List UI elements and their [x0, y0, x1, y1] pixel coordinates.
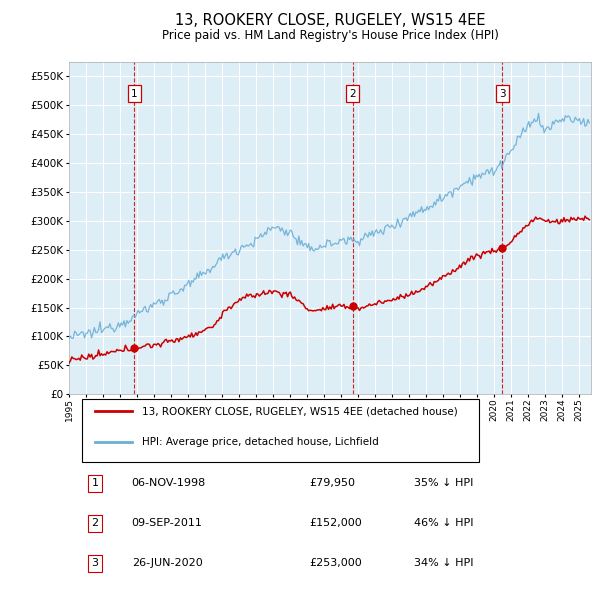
Text: £253,000: £253,000: [309, 558, 362, 568]
Text: 09-SEP-2011: 09-SEP-2011: [131, 519, 203, 528]
Text: 06-NOV-1998: 06-NOV-1998: [131, 478, 206, 489]
Text: 34% ↓ HPI: 34% ↓ HPI: [413, 558, 473, 568]
Text: 26-JUN-2020: 26-JUN-2020: [131, 558, 202, 568]
Text: £79,950: £79,950: [309, 478, 355, 489]
Text: 1: 1: [92, 478, 98, 489]
Text: 2: 2: [349, 88, 356, 99]
Text: HPI: Average price, detached house, Lichfield: HPI: Average price, detached house, Lich…: [142, 437, 379, 447]
FancyBboxPatch shape: [82, 399, 479, 461]
Text: £152,000: £152,000: [309, 519, 362, 528]
Text: 13, ROOKERY CLOSE, RUGELEY, WS15 4EE: 13, ROOKERY CLOSE, RUGELEY, WS15 4EE: [175, 13, 485, 28]
Text: 2: 2: [92, 519, 98, 528]
Text: 46% ↓ HPI: 46% ↓ HPI: [413, 519, 473, 528]
Text: 3: 3: [92, 558, 98, 568]
Text: 35% ↓ HPI: 35% ↓ HPI: [413, 478, 473, 489]
Text: 3: 3: [499, 88, 506, 99]
Text: 1: 1: [131, 88, 138, 99]
Text: 13, ROOKERY CLOSE, RUGELEY, WS15 4EE (detached house): 13, ROOKERY CLOSE, RUGELEY, WS15 4EE (de…: [142, 407, 458, 417]
Text: Price paid vs. HM Land Registry's House Price Index (HPI): Price paid vs. HM Land Registry's House …: [161, 29, 499, 42]
